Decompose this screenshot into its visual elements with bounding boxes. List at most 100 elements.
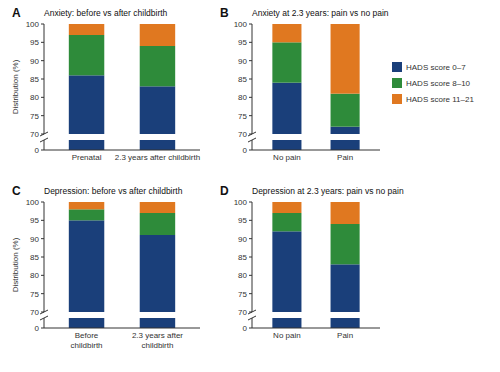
chart-canvas: 0707580859095100Prenatal2.3 years after … [0,0,500,372]
y-tick [249,238,252,239]
panel-letter: C [12,184,21,198]
y-tick-label: 85 [238,75,247,84]
y-tick [41,275,44,276]
bar-segment [272,42,301,82]
y-tick [41,115,44,116]
bar-segment [69,24,104,35]
legend-label: HADS score 0–7 [406,63,466,72]
bar-segment-lower [69,318,104,328]
y-tick [41,202,44,203]
y-tick [41,134,44,135]
bar-segment [331,94,360,127]
axis-break [248,132,256,136]
legend-swatch [392,94,402,104]
y-tick-label: 100 [234,198,248,207]
legend-swatch [392,78,402,88]
bar-segment [140,46,175,86]
bar-segment-lower [140,318,175,328]
axis-break [248,310,256,314]
plot-area-main [69,202,175,312]
y-tick [249,275,252,276]
plot-area-main [272,202,359,312]
axis-break [248,138,256,142]
y-tick-label: 75 [30,290,39,299]
y-tick-label: 90 [30,57,39,66]
bar-segment [69,209,104,220]
y-tick [249,220,252,221]
y-tick [249,328,252,329]
x-tick-label: No pain [273,331,301,340]
y-tick [41,293,44,294]
bar-segment [331,264,360,312]
y-tick-label: 0 [243,146,248,155]
y-axis-line-lower [44,140,45,150]
bar-segment [69,75,104,134]
panel-letter: A [12,6,21,20]
x-tick-label: No pain [273,153,301,162]
panel: 0707580859095100Prenatal2.3 years after … [11,0,200,372]
axis-break [40,310,48,314]
y-tick-label: 95 [238,216,247,225]
bar-segment [69,202,104,209]
x-axis-line [44,328,200,329]
bar-segment [331,202,360,224]
y-tick [249,42,252,43]
y-tick [41,60,44,61]
plot-area-main [69,24,175,134]
bar-segment [331,224,360,264]
bar-segment-lower [331,318,360,328]
panel-title: Depression: before vs after childbirth [44,186,183,196]
y-axis-label: Distribution (%) [11,59,20,114]
bar-segment [140,202,175,213]
axis-break [40,316,48,320]
y-tick-label: 0 [35,324,40,333]
bar-segment [140,213,175,235]
y-tick [41,238,44,239]
y-tick-label: 95 [238,38,247,47]
y-tick [249,257,252,258]
y-tick [249,115,252,116]
bar-segment-lower [69,140,104,150]
bar-segment [272,83,301,134]
y-tick [249,60,252,61]
bar-segment-lower [331,140,360,150]
bar-segment-lower [140,140,175,150]
y-tick [249,79,252,80]
legend: HADS score 0–7HADS score 8–10HADS score … [392,62,474,104]
y-tick-label: 90 [30,235,39,244]
y-tick-label: 75 [30,112,39,121]
bar-segment [140,24,175,46]
y-tick [41,24,44,25]
y-tick [41,312,44,313]
y-tick-label: 100 [234,20,248,29]
bar-segment [272,24,301,42]
x-tick-label: Prenatal [72,153,102,162]
y-tick [41,257,44,258]
axis-break [248,316,256,320]
panel-letter: D [220,184,229,198]
y-axis-label: Distribution (%) [11,237,20,292]
x-tick-label: Pain [337,331,353,340]
y-tick-label: 100 [26,198,40,207]
y-tick-label: 100 [26,20,40,29]
y-tick-label: 75 [238,112,247,121]
y-tick [249,202,252,203]
axis-break [40,138,48,142]
y-tick-label: 95 [30,38,39,47]
panel-title: Anxiety: before vs after childbirth [44,8,168,18]
bar-segment-lower [272,318,301,328]
plot-area-main [272,24,359,134]
bar-segment [140,86,175,134]
bar-segment [272,213,301,231]
panel: 0707580859095100Beforechildbirth2.3 year… [11,138,200,372]
y-tick-label: 90 [238,57,247,66]
panel-letter: B [220,6,229,20]
y-tick-label: 70 [30,130,39,139]
x-tick-label: 2.3 years after childbirth [115,153,200,162]
y-tick-label: 85 [30,253,39,262]
y-tick [249,134,252,135]
y-tick [41,220,44,221]
plot-area-lower [69,318,175,328]
y-tick [249,97,252,98]
panel-title: Depression at 2.3 years: pain vs no pain [252,186,404,196]
